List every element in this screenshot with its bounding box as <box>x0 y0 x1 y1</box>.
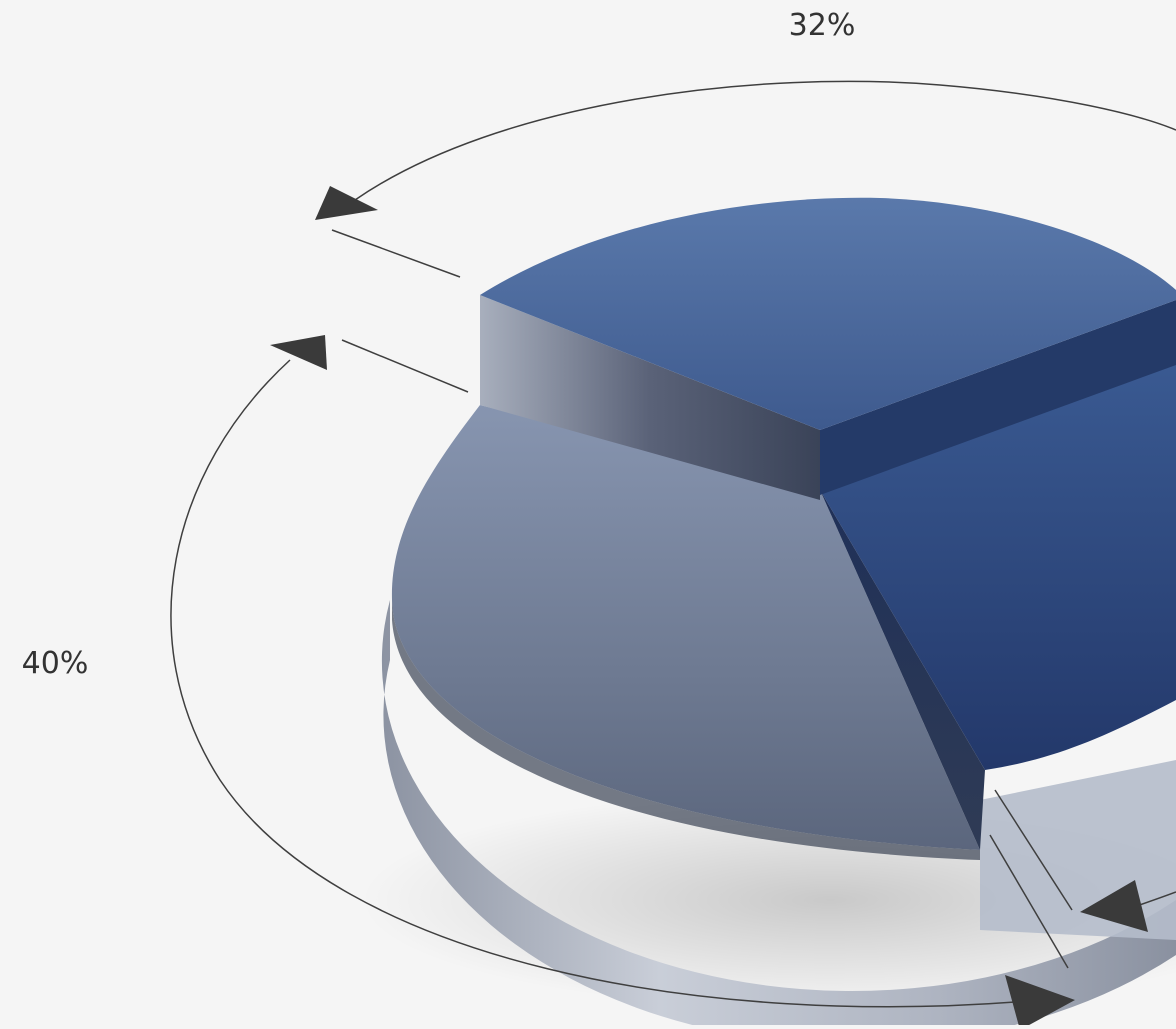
arc-40 <box>170 359 1041 1008</box>
pie-slice-32-wall-left <box>480 295 820 500</box>
arc-32 <box>354 80 1176 201</box>
leader-40-top <box>341 339 469 393</box>
pie-base-side-right <box>980 760 1176 940</box>
label-slice-32: 32% <box>789 8 856 43</box>
leader-40-bottom <box>989 834 1069 969</box>
arrow-head-40-bottom <box>1005 975 1075 1029</box>
pie-slice-32 <box>480 197 1176 430</box>
leader-32 <box>331 229 461 278</box>
label-slice-40: 40% <box>22 646 89 681</box>
pie-base-side <box>381 600 1176 1029</box>
arrow-head-40-top <box>270 335 327 370</box>
leader-28 <box>994 789 1073 911</box>
arrow-head-28 <box>1080 880 1148 932</box>
pie-slice-28-wall <box>820 490 985 850</box>
pie-slice-40 <box>391 405 981 850</box>
arrow-head-32 <box>315 186 378 220</box>
pie-slice-32-wall-right <box>820 300 1176 495</box>
